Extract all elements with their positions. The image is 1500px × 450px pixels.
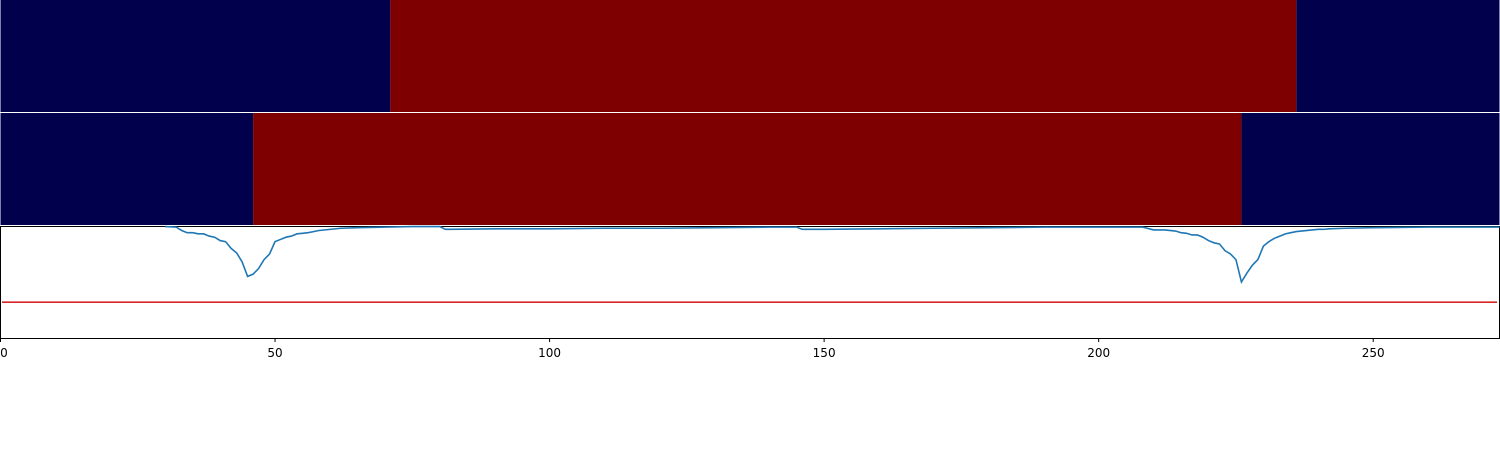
segment-bar — [0, 113, 254, 225]
segment-track — [0, 113, 1500, 225]
x-tick-label: 150 — [813, 346, 836, 360]
segment-track — [0, 0, 1500, 112]
segment-bar — [1296, 0, 1500, 112]
segment-bar — [253, 113, 1242, 225]
series-line — [165, 225, 1500, 285]
x-tick-label: 100 — [538, 346, 561, 360]
x-axis: 0 50 100 150 200 250 — [0, 338, 1385, 360]
x-tick-label: 50 — [267, 346, 282, 360]
segment-tracks — [0, 0, 1500, 225]
x-tick-label: 250 — [1362, 346, 1385, 360]
segment-bar — [390, 0, 1297, 112]
segment-bar — [0, 0, 391, 112]
line-panel-frame — [0, 226, 1500, 339]
line-panel — [0, 225, 1500, 339]
x-tick-label: 200 — [1087, 346, 1110, 360]
segment-bar — [1241, 113, 1500, 225]
x-tick-label: 0 — [0, 346, 8, 360]
